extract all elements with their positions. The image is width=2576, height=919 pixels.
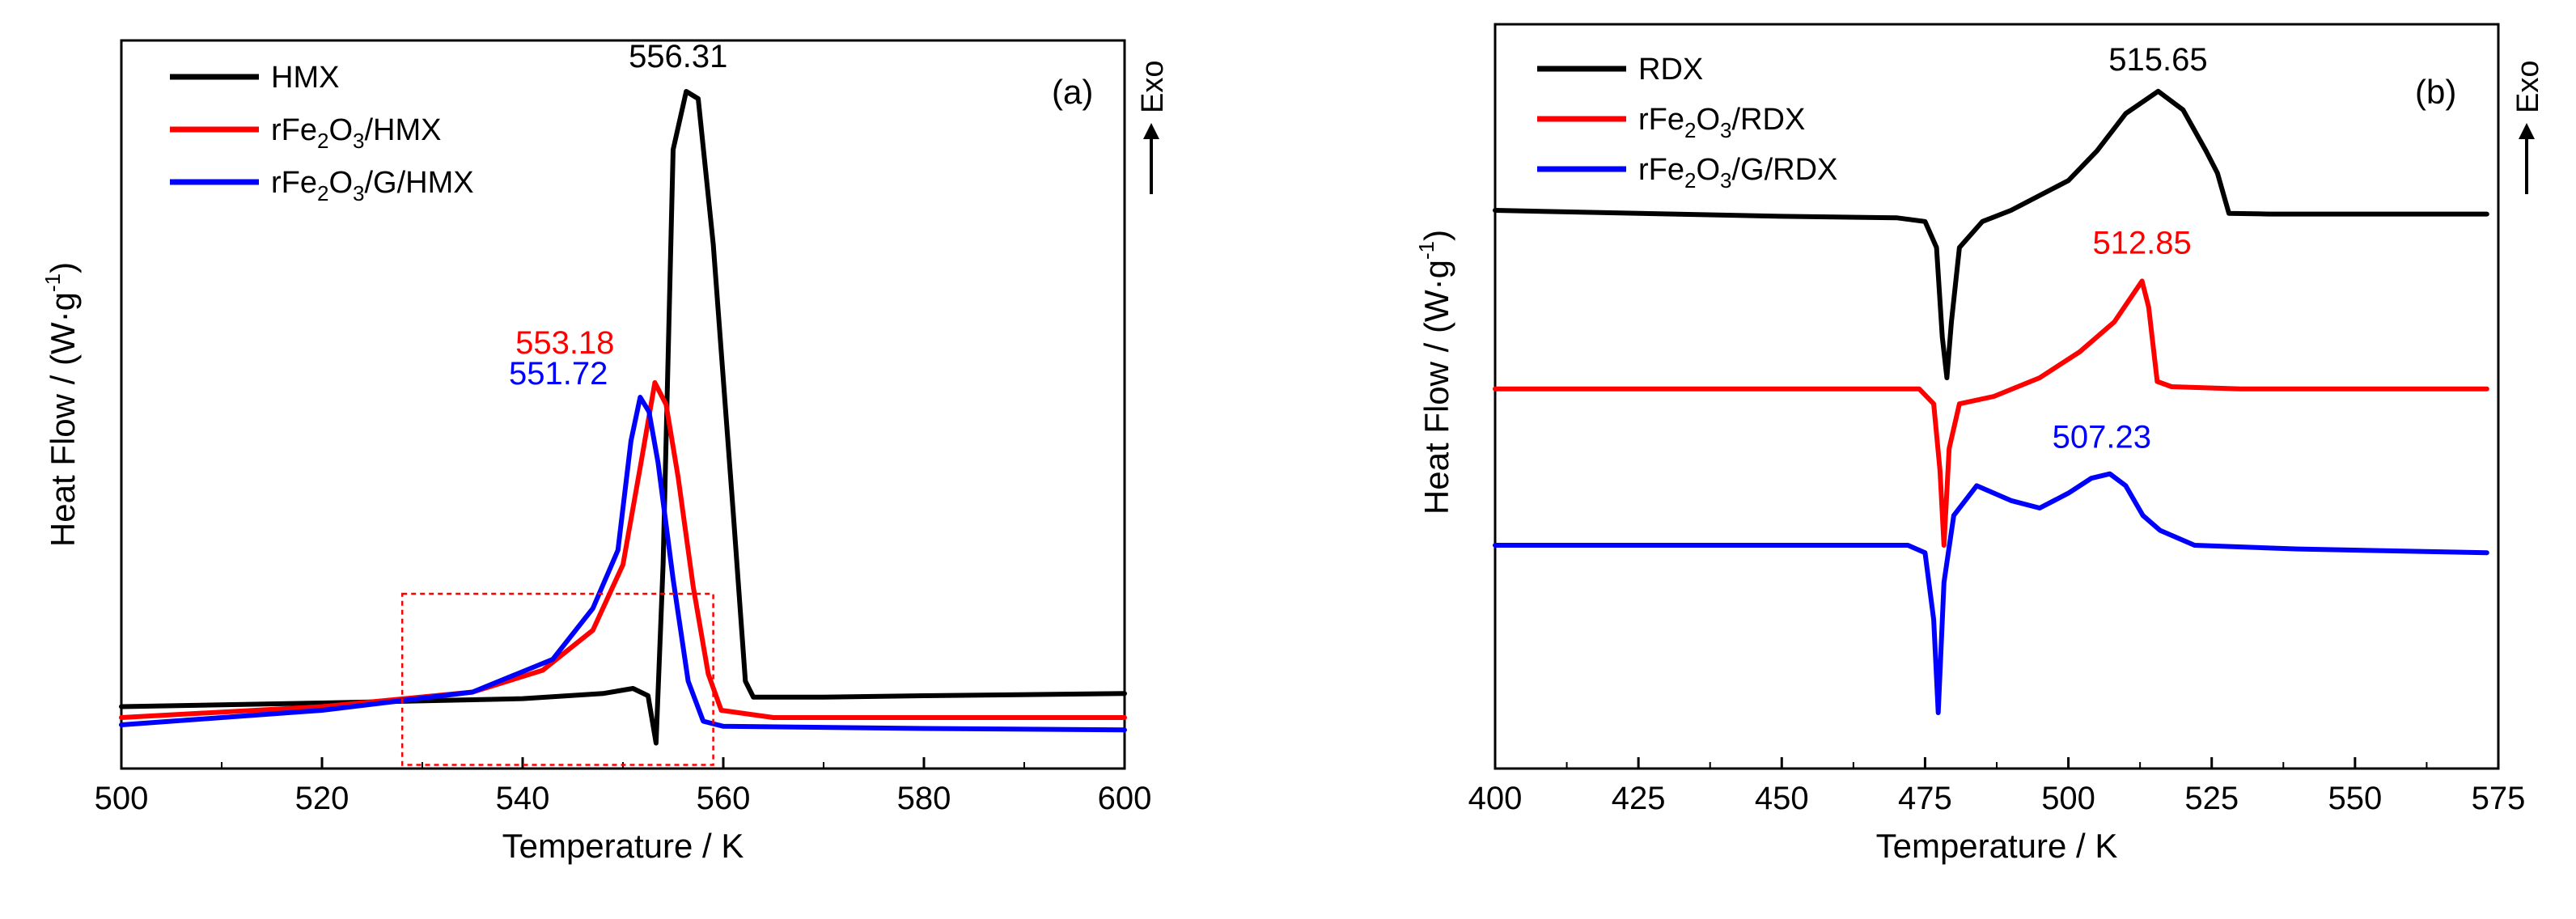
x-tick-label: 560: [697, 781, 751, 816]
series-line-rfe2o3-g-hmx: [119, 395, 1127, 733]
x-tick-label: 525: [2184, 781, 2239, 816]
zoom-region-box: [400, 592, 714, 766]
plot-frame-a: [120, 39, 1126, 770]
exo-indicator-a: Exo: [1136, 61, 1170, 194]
exo-arrow-head-icon: [1143, 123, 1159, 139]
series-group-b: [1493, 88, 2489, 715]
legend-label: rFe2O3/RDX: [1638, 103, 1805, 142]
x-tick-label: 580: [897, 781, 951, 816]
x-ticks-b: 400 425 450 475 500 525 550 575: [1468, 757, 2526, 816]
exo-indicator-b: Exo: [2511, 61, 2545, 194]
x-tick-label: 425: [1612, 781, 1666, 816]
legend-label: rFe2O3/G/HMX: [271, 166, 474, 205]
exo-label: Exo: [2511, 61, 2545, 113]
panel-label: (a): [1052, 73, 1093, 111]
legend-label: rFe2O3/G/RDX: [1638, 153, 1837, 193]
series-line-rfe2o3-rdx: [1493, 278, 2489, 548]
peak-annotations-b: 515.65 512.85 507.23: [2053, 42, 2208, 455]
series-line-rfe2o3-g-rdx: [1493, 471, 2489, 715]
panel-b: 400 425 450 475 500 525 550 575 515.65 512.85 507…: [1414, 23, 2545, 865]
peak-label: 515.65: [2108, 42, 2207, 78]
peak-label: 507.23: [2053, 420, 2151, 455]
x-tick-label: 575: [2472, 781, 2526, 816]
x-tick-label: 600: [1098, 781, 1152, 816]
x-tick-label: 400: [1468, 781, 1523, 816]
x-tick-label: 500: [95, 781, 149, 816]
x-tick-label: 550: [2328, 781, 2382, 816]
series-line-hmx: [119, 89, 1127, 746]
x-tick-label: 475: [1898, 781, 1952, 816]
peak-label: 553.18: [515, 325, 614, 361]
x-ticks-a: 500 520 540 560 580 600: [95, 757, 1152, 816]
exo-label: Exo: [1136, 61, 1170, 113]
legend-a: HMX rFe2O3/HMX rFe2O3/G/HMX: [170, 61, 474, 205]
panel-label: (b): [2415, 73, 2456, 111]
x-tick-label: 520: [295, 781, 350, 816]
series-line-rfe2o3-hmx: [119, 380, 1127, 720]
x-axis-title: Temperature / K: [1876, 827, 2118, 865]
series-line-rdx: [1493, 88, 2489, 380]
legend-label: rFe2O3/HMX: [271, 113, 442, 153]
x-tick-label: 500: [2041, 781, 2095, 816]
y-axis-title: Heat Flow / (W·g-1): [1414, 230, 1455, 515]
x-axis-title: Temperature / K: [502, 827, 744, 865]
exo-arrow-head-icon: [2519, 123, 2535, 139]
legend-b: RDX rFe2O3/RDX rFe2O3/G/RDX: [1537, 53, 1837, 193]
x-tick-label: 450: [1755, 781, 1809, 816]
peak-label: 512.85: [2092, 225, 2191, 260]
series-group-a: [119, 89, 1127, 746]
peak-label: 551.72: [509, 356, 608, 392]
x-tick-label: 540: [496, 781, 550, 816]
y-axis-title: Heat Flow / (W·g-1): [40, 262, 82, 547]
peak-label: 556.31: [629, 39, 727, 74]
legend-label: HMX: [271, 61, 339, 95]
legend-label: RDX: [1638, 53, 1703, 87]
